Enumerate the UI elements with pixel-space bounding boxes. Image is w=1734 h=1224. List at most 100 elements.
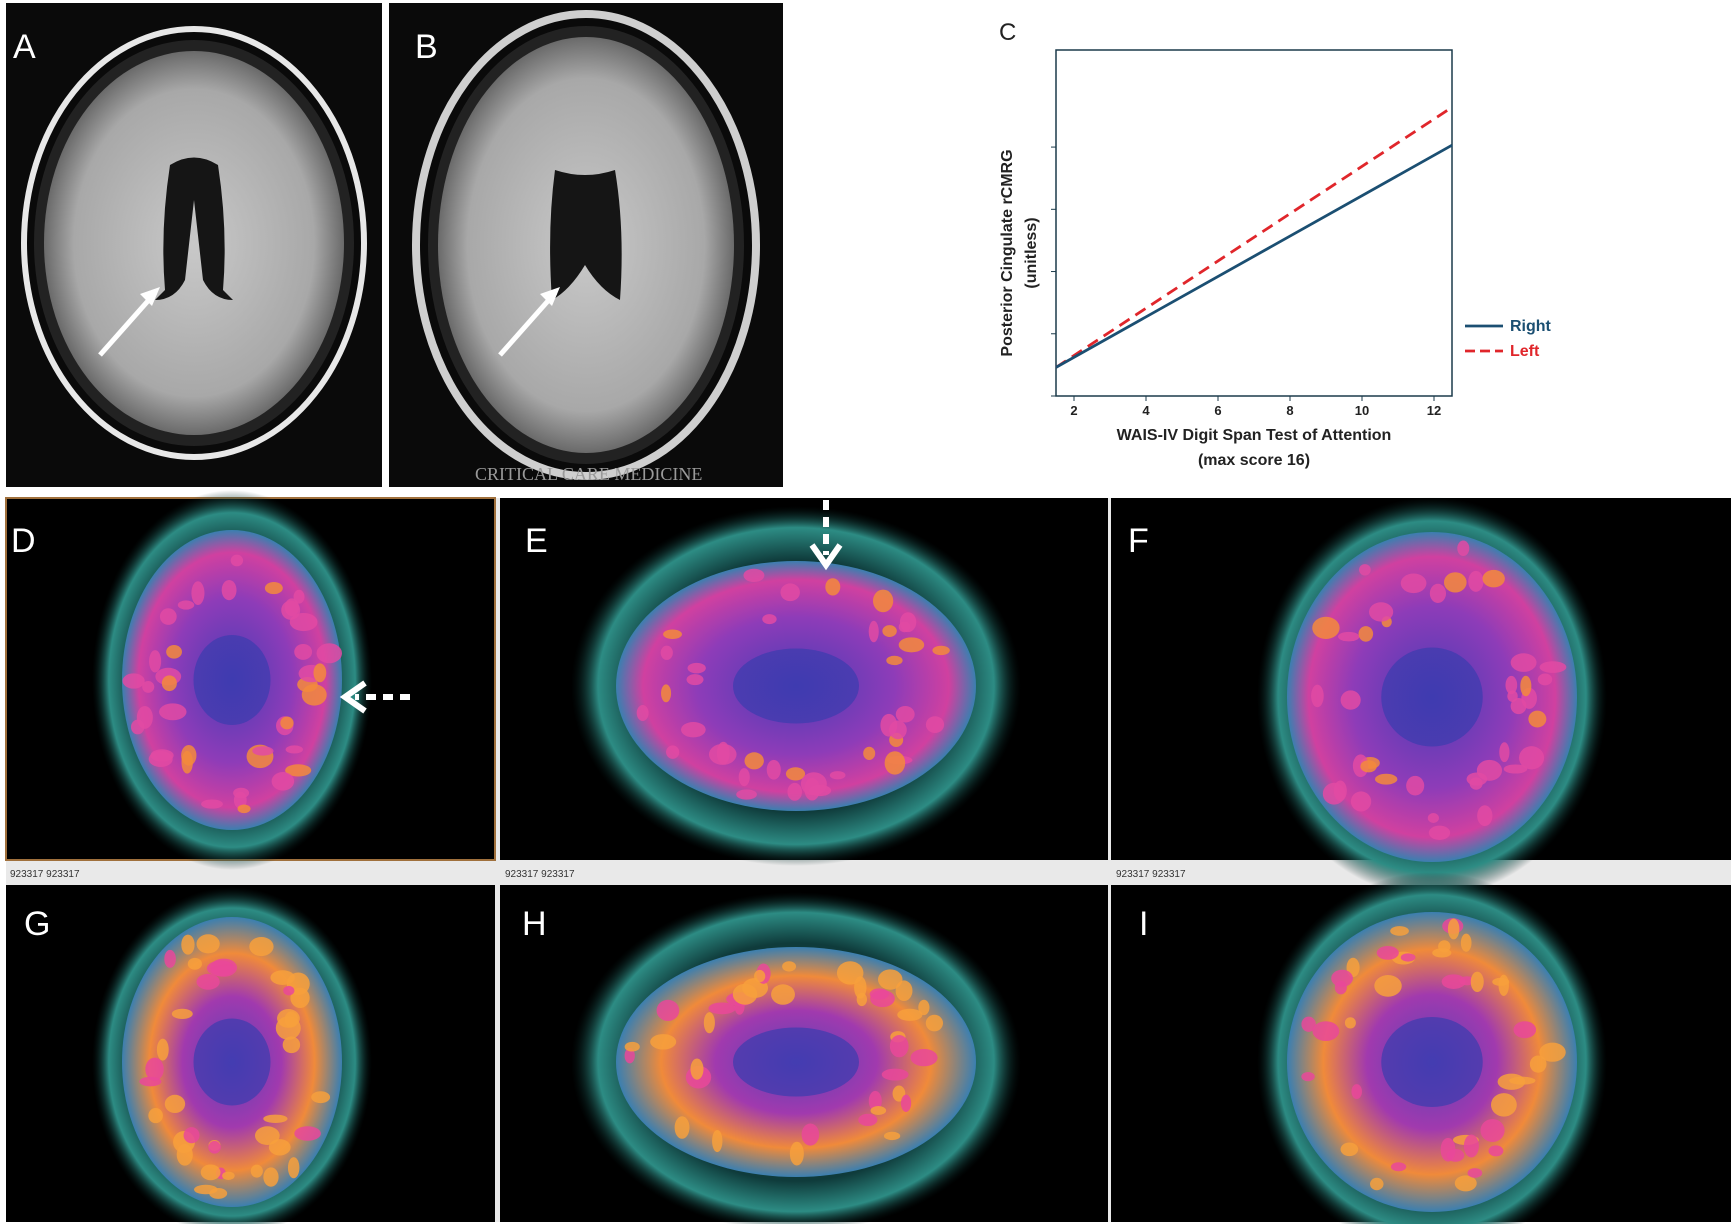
pet-spot [287,1157,300,1179]
pet-spot [1360,760,1377,773]
pet-spot [789,1141,804,1166]
pet-spot [1441,974,1466,989]
pet-spot [771,984,795,1005]
pet-spot [206,960,235,977]
pet-spot [900,1094,912,1112]
pet-spot [1400,573,1427,594]
pet-spot [283,985,295,996]
pet-spot [1528,710,1547,728]
pet-spot [918,999,930,1016]
pet-spot [196,934,220,954]
pet-spot [1340,690,1361,710]
pet-spot [787,782,803,801]
pet-spot [171,1008,193,1020]
pet-spot [1513,1021,1537,1039]
pet-spot [1446,1149,1465,1162]
pet-spot [925,1014,944,1032]
pet-spot [277,1009,300,1028]
pet-spot [263,1167,279,1187]
pet-spot [1454,1175,1477,1192]
pet-spot [1505,675,1518,695]
panel-label: G [24,905,50,943]
pet-spot [1312,616,1340,640]
pet-spot [1351,1084,1362,1099]
pet-spot [780,583,800,602]
pet-spot [1539,661,1567,673]
pet-spot [1368,602,1394,622]
pet-spot [148,750,173,768]
pet-spot [166,644,182,659]
pet-spot [886,655,903,666]
legend-label: Right [1510,318,1552,335]
panel-label: I [1139,905,1148,943]
pet-spot [1350,791,1372,812]
pet-spot [732,983,758,1005]
x-tick-label: 6 [1214,403,1221,418]
viewer-id: 923317 923317 [1116,869,1186,880]
pet-spot [209,1188,228,1199]
pet-spot [1406,775,1425,796]
viewer-id: 923317 923317 [10,869,80,880]
pet-spot [301,684,327,706]
pet-spot [294,1126,321,1141]
panel-label: E [525,522,548,560]
pet-spot [686,674,704,686]
pet-spot [1359,564,1371,576]
plot-area [1055,49,1453,397]
pet-spot [1376,946,1399,960]
x-axis-label: WAIS-IV Digit Span Test of Attention [1117,427,1392,444]
pet-spot [233,787,250,799]
pet-spot [161,675,177,692]
pet-spot [237,804,251,814]
pet-spot [268,1139,291,1156]
pet-spot [754,969,766,983]
pet-spot [149,650,162,673]
pet-spot [201,799,223,809]
pet-spot [624,1048,635,1064]
pet-brain [571,892,1021,1224]
x-axis-label: (max score 16) [1198,452,1310,469]
pet-spot [656,999,680,1022]
pet-spot [145,1057,164,1081]
pet-spot [882,625,897,637]
pet-spot [285,745,304,754]
pet-spot [738,768,750,787]
pet-spot [311,1091,331,1104]
pet-spot [136,706,153,729]
pet-spot [1438,940,1451,953]
pet-spot [1476,759,1503,781]
x-tick-label: 8 [1286,403,1293,418]
pet-brain [571,506,1021,866]
pet-spot [889,720,907,740]
pet-spot [289,612,318,632]
pet-spot [1509,1076,1536,1085]
pet-spot [910,1048,938,1067]
pet-spot [636,705,649,722]
pet-spot [762,614,777,625]
line [1055,106,1453,369]
pet-spot [1311,684,1324,708]
pet-spot [1400,953,1416,962]
pet-spot [177,600,195,610]
pet-spot [249,936,274,957]
pet-spot [1537,673,1553,686]
pet-spot [1460,933,1472,952]
pet-spot [870,1106,887,1115]
pet-spot [1539,1042,1566,1062]
pet-spot [1520,675,1532,697]
panel-label: A [13,28,36,66]
pet-spot [222,1171,235,1180]
pet-spot [1482,569,1505,588]
pet-core [1381,1017,1483,1107]
pet-spot [1334,980,1347,995]
pet-spot [1492,977,1510,986]
pet-core [733,1027,859,1097]
pet-spot [1499,742,1510,763]
pet-spot [925,716,945,734]
pet-spot [856,992,867,1007]
x-tick-label: 2 [1070,403,1077,418]
pet-spot [1457,540,1470,557]
pet-spot [191,581,205,606]
pet-spot [208,1140,221,1154]
